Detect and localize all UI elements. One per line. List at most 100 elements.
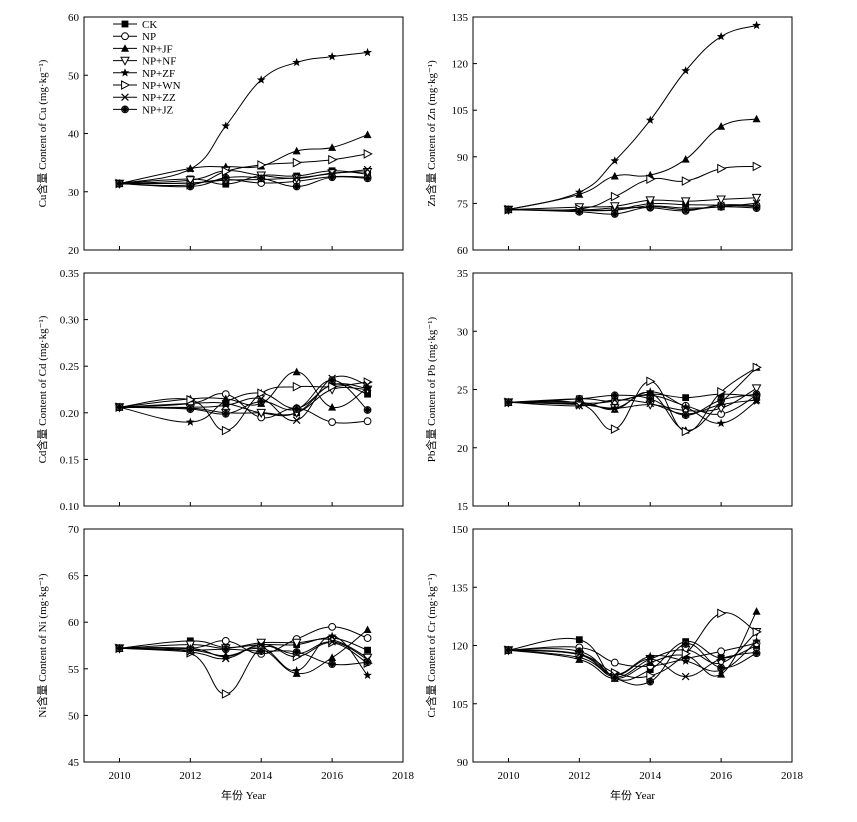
data-point — [363, 417, 372, 426]
series-np-jz — [504, 640, 761, 686]
y-axis-label: Cd含量 Content of Cd (mg·kg⁻¹) — [35, 315, 49, 463]
y-tick-label: 40 — [68, 129, 80, 141]
x-axis-label: 年份 Year — [610, 788, 655, 802]
data-point — [328, 376, 337, 385]
data-point — [256, 408, 267, 419]
data-point — [363, 47, 372, 57]
legend-label: NP+ZZ — [142, 92, 176, 104]
data-point — [292, 648, 301, 656]
data-point — [115, 179, 124, 188]
data-point — [681, 402, 691, 411]
data-point — [680, 197, 691, 207]
legend-marker — [121, 80, 131, 90]
data-point — [504, 205, 513, 214]
legend-marker — [121, 20, 129, 28]
y-tick-label: 20 — [457, 443, 469, 455]
plot-frame — [83, 16, 404, 251]
y-tick-label: 35 — [457, 268, 469, 280]
data-point — [751, 384, 762, 394]
data-point — [646, 202, 655, 211]
data-point — [221, 652, 231, 661]
data-point — [115, 403, 124, 412]
data-point — [257, 160, 267, 170]
y-tick-label: 45 — [68, 757, 80, 769]
data-point — [328, 653, 337, 662]
data-point — [291, 174, 302, 184]
data-point — [363, 381, 372, 389]
data-point — [681, 656, 691, 665]
data-point — [752, 204, 761, 212]
y-axis-label: Ni含量 Content of Ni (mg·kg⁻¹) — [35, 573, 49, 717]
data-point — [717, 663, 726, 672]
chart-panel-ni: 45 50 55 60 65 70 2010 2012 2014 2016 2018 Ni含量 Con… — [35, 524, 415, 802]
data-point — [363, 174, 372, 183]
y-tick-label: 0.25 — [60, 361, 80, 373]
data-point — [717, 647, 726, 656]
data-point — [610, 191, 621, 202]
data-point — [717, 387, 727, 397]
legend-label: NP+WN — [142, 80, 181, 92]
y-tick-label: 135 — [452, 12, 469, 24]
data-point — [610, 171, 619, 180]
data-point — [752, 627, 762, 637]
data-point — [186, 646, 195, 655]
x-tick-label: 2018 — [392, 770, 415, 782]
series-np-zf — [504, 20, 761, 214]
data-point — [610, 673, 619, 682]
data-point — [575, 636, 583, 644]
legend-item: CK — [113, 19, 157, 31]
data-point — [221, 425, 232, 436]
data-point — [681, 640, 690, 648]
y-tick-label: 70 — [68, 524, 80, 536]
data-point — [292, 381, 302, 392]
data-point — [363, 658, 372, 667]
series-line — [508, 24, 757, 211]
data-point — [221, 173, 230, 182]
data-point — [610, 156, 620, 165]
data-point — [257, 388, 267, 399]
data-point — [681, 176, 691, 186]
legend-marker — [121, 105, 129, 114]
series-np-nf — [114, 385, 373, 419]
x-tick-label: 2012 — [568, 770, 590, 782]
data-point — [363, 149, 373, 159]
data-point — [574, 187, 584, 196]
y-tick-label: 120 — [452, 641, 469, 653]
data-point — [681, 411, 690, 420]
data-point — [752, 114, 761, 123]
y-tick-label: 0.20 — [60, 408, 80, 420]
data-point — [221, 166, 232, 177]
data-point — [115, 644, 124, 653]
y-tick-label: 75 — [457, 198, 469, 210]
data-point — [364, 646, 371, 654]
data-point — [363, 634, 372, 642]
data-point — [257, 640, 266, 649]
series-np-jz — [504, 390, 761, 420]
data-point — [221, 121, 231, 130]
y-tick-label: 90 — [457, 757, 469, 769]
data-point — [221, 645, 230, 654]
data-point — [221, 654, 230, 663]
data-point — [717, 608, 727, 619]
legend-marker — [121, 93, 129, 102]
data-point — [752, 20, 761, 30]
x-tick-label: 2014 — [639, 770, 662, 782]
data-point — [328, 637, 336, 646]
data-point — [751, 193, 762, 204]
data-point — [257, 397, 266, 406]
y-tick-label: 0.10 — [60, 501, 80, 513]
y-tick-label: 20 — [68, 245, 80, 257]
data-point — [681, 205, 690, 214]
y-tick-label: 120 — [452, 59, 469, 71]
y-tick-label: 15 — [457, 501, 469, 513]
data-point — [186, 405, 195, 413]
data-point — [292, 669, 301, 677]
data-point — [363, 406, 372, 414]
legend-marker — [120, 56, 130, 66]
data-point — [256, 75, 266, 84]
data-point — [609, 202, 620, 212]
x-tick-label: 2010 — [108, 770, 131, 782]
x-tick-label: 2016 — [710, 770, 733, 782]
data-point — [645, 196, 656, 206]
y-axis-label: Cr含量 Content of Cr (mg·kg⁻¹) — [424, 573, 438, 717]
